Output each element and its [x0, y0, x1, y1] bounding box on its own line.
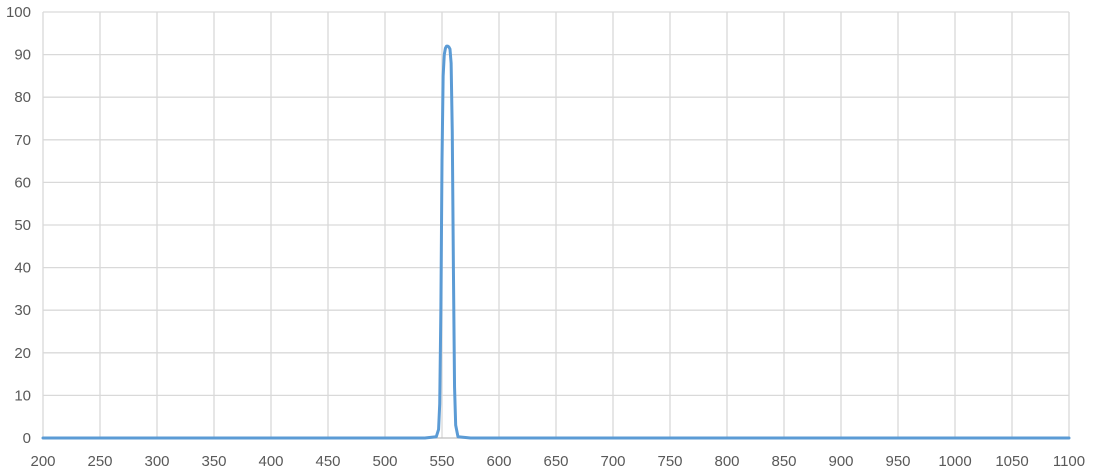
- x-tick-label: 600: [486, 453, 511, 470]
- x-tick-label: 900: [828, 453, 853, 470]
- y-tick-labels: 0 10 20 30 40 50 60 70 80 90 100: [6, 4, 31, 447]
- y-tick-label: 30: [14, 302, 31, 319]
- y-tick-label: 90: [14, 47, 31, 64]
- x-tick-label: 400: [258, 453, 283, 470]
- x-tick-label: 350: [201, 453, 226, 470]
- x-tick-label: 550: [429, 453, 454, 470]
- y-tick-label: 20: [14, 345, 31, 362]
- series-layer: [41, 44, 1071, 440]
- x-tick-label: 500: [372, 453, 397, 470]
- y-tick-label: 60: [14, 174, 31, 191]
- x-tick-label: 700: [600, 453, 625, 470]
- y-tick-label: 10: [14, 387, 31, 404]
- x-tick-label: 300: [144, 453, 169, 470]
- x-tick-label: 1000: [938, 453, 971, 470]
- y-tick-label: 70: [14, 132, 31, 149]
- x-tick-label: 650: [543, 453, 568, 470]
- x-tick-label: 750: [657, 453, 682, 470]
- x-tick-label: 950: [885, 453, 910, 470]
- x-tick-label: 800: [714, 453, 739, 470]
- x-tick-label: 1050: [995, 453, 1028, 470]
- x-tick-labels: 200 250 300 350 400 450 500 550 600 650 700 750 800 8…: [30, 453, 1085, 470]
- x-tick-label: 450: [315, 453, 340, 470]
- x-tick-label: 850: [771, 453, 796, 470]
- y-tick-label: 0: [23, 430, 31, 447]
- x-tick-label: 1100: [1053, 453, 1085, 470]
- series-line: [41, 44, 1071, 440]
- y-tick-label: 100: [6, 4, 31, 21]
- x-tick-label: 250: [87, 453, 112, 470]
- y-tick-label: 50: [14, 217, 31, 234]
- x-tick-label: 200: [30, 453, 55, 470]
- y-tick-label: 40: [14, 260, 31, 277]
- y-tick-label: 80: [14, 89, 31, 106]
